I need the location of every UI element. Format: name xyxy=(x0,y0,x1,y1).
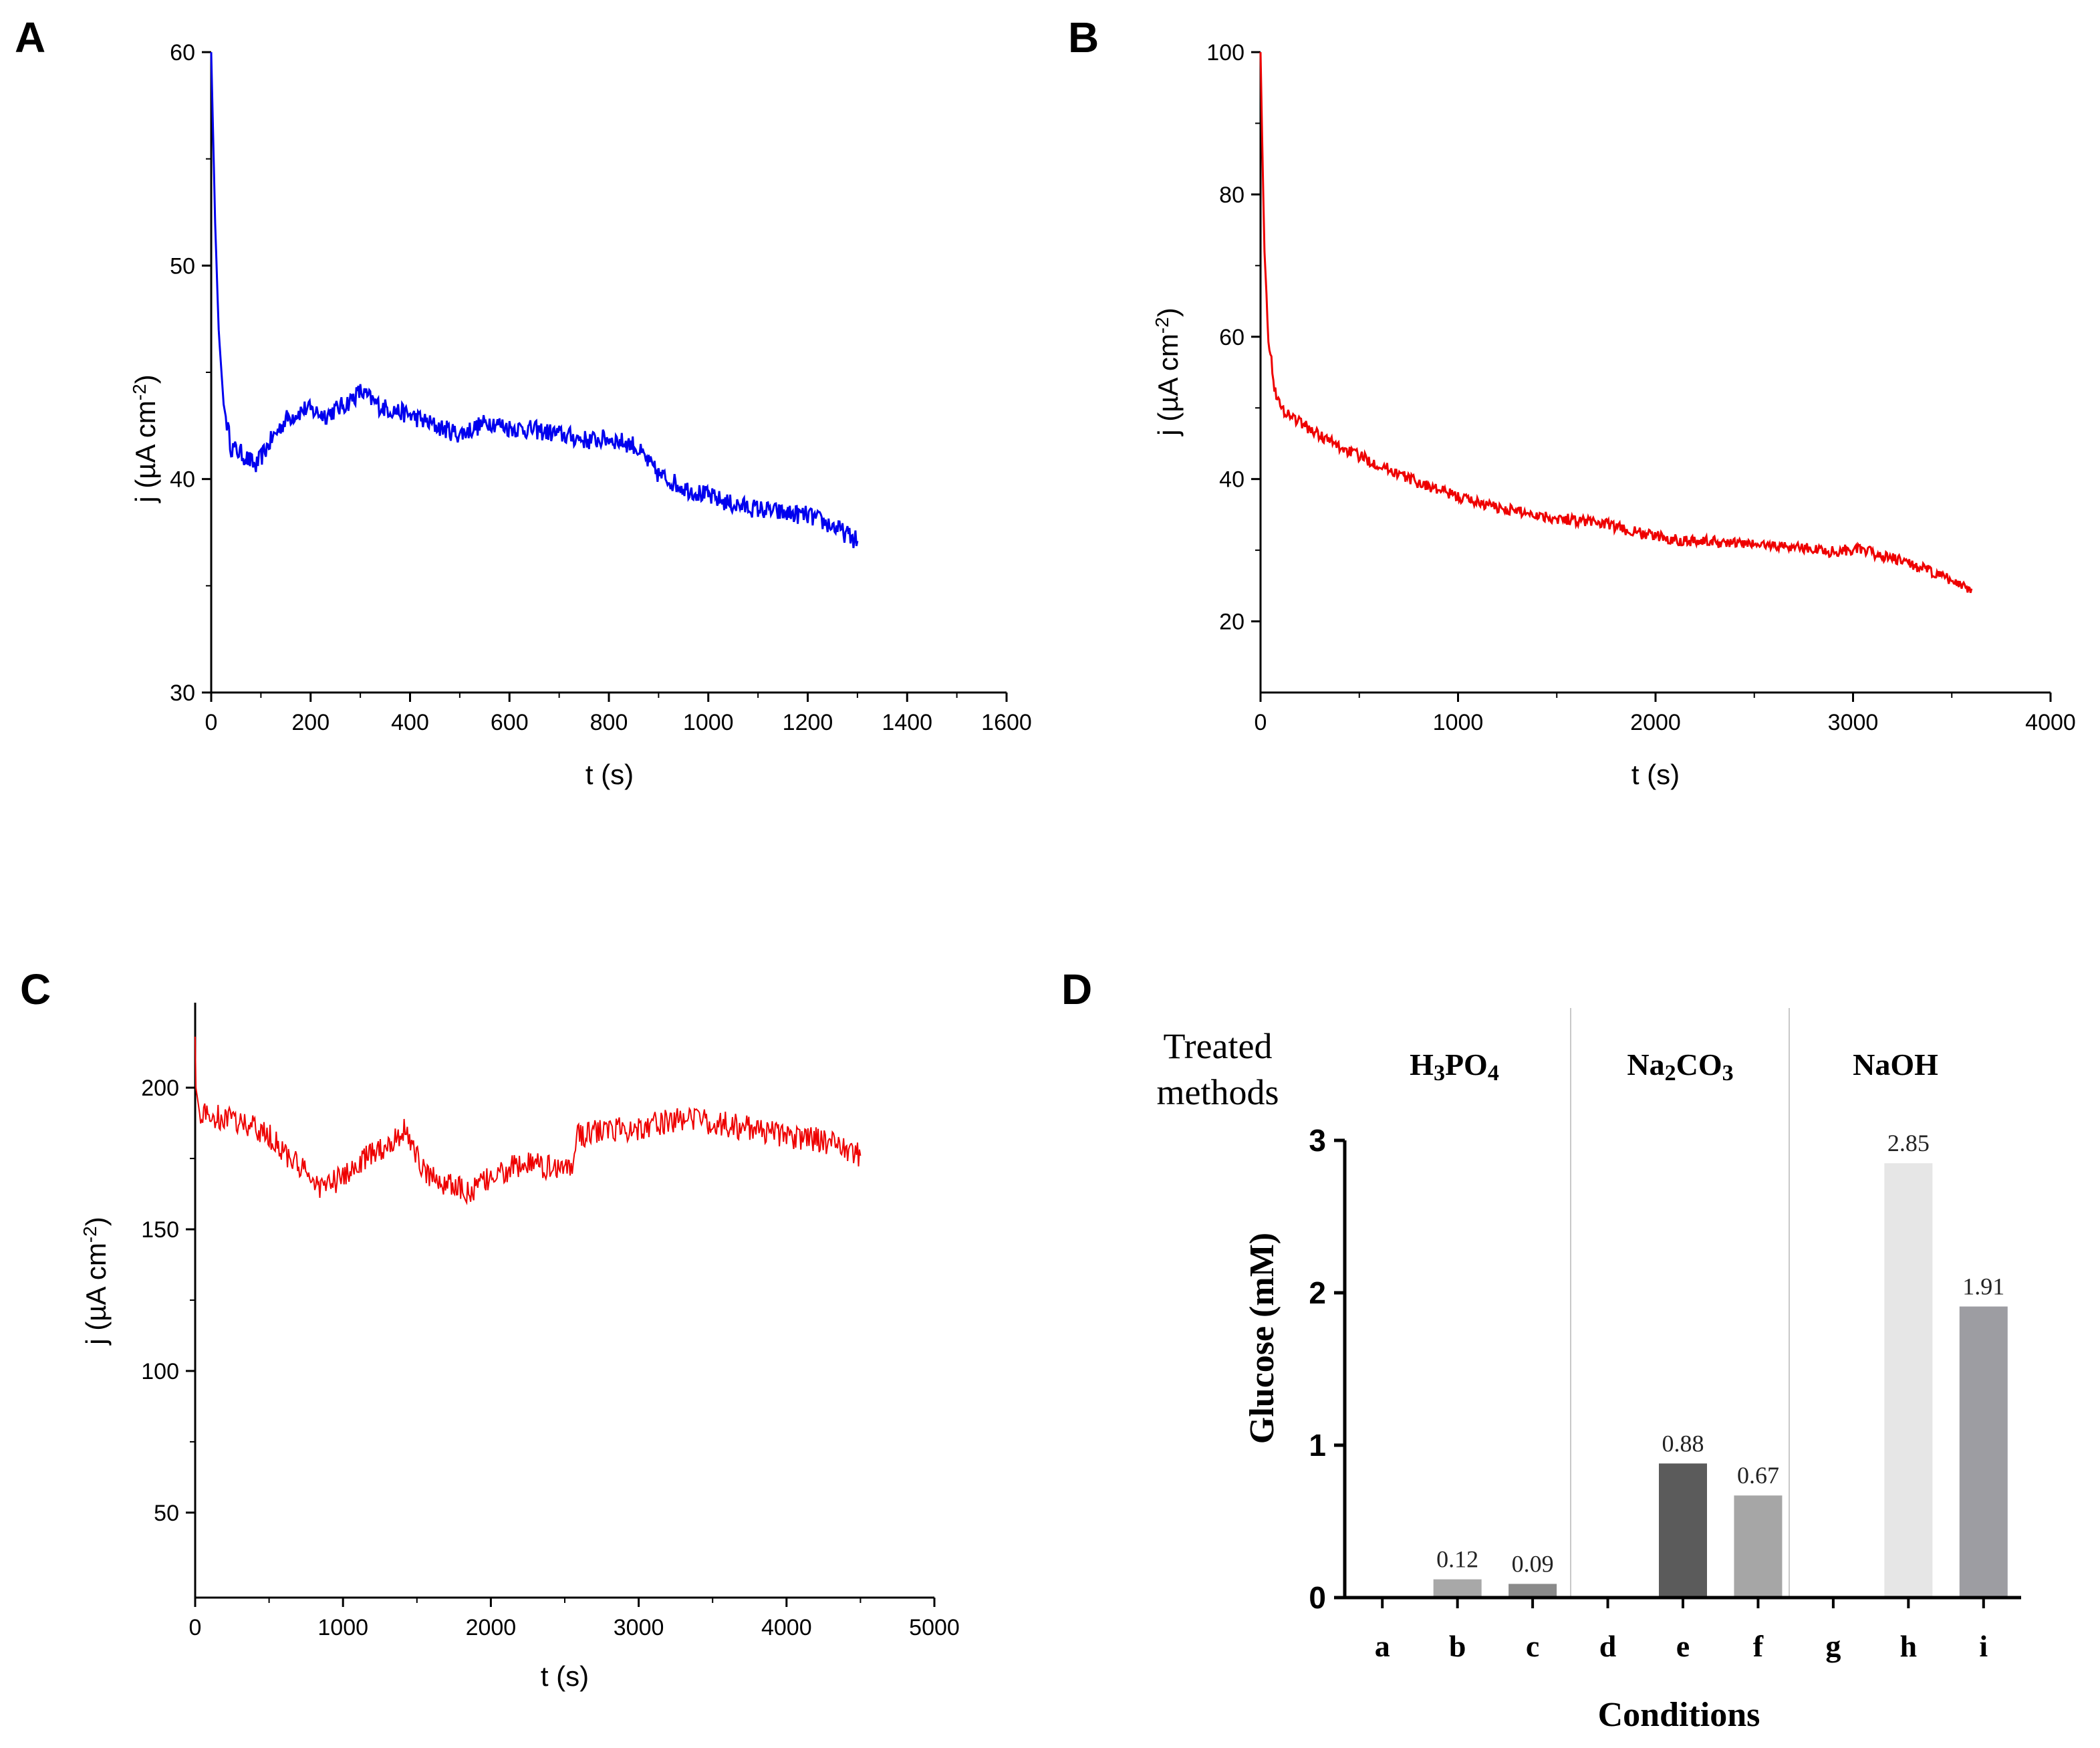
panel-a-current-trace xyxy=(210,51,859,549)
panel-d-y-axis-label: Glucose (mM) xyxy=(1243,1233,1281,1444)
panel-label-d: D xyxy=(1061,965,1092,1013)
bar-value-label-e: 0.88 xyxy=(1662,1430,1704,1457)
bar-c xyxy=(1508,1584,1557,1598)
x-tick-label: 1600 xyxy=(981,710,1032,735)
x-tick-label: 3000 xyxy=(614,1615,664,1640)
y-tick-label: 20 xyxy=(1219,610,1244,635)
y-tick-label: 100 xyxy=(1206,40,1244,66)
x-tick-label: 1000 xyxy=(317,1615,368,1640)
x-tick-label: 1400 xyxy=(882,710,932,735)
y-tick-label: 30 xyxy=(170,680,195,706)
panel-b-x-axis-label: t (s) xyxy=(1631,759,1680,790)
x-tick-label: 0 xyxy=(189,1615,202,1640)
bar-f xyxy=(1734,1495,1783,1598)
x-tick-label: 1200 xyxy=(783,710,833,735)
bar-value-label-c: 0.09 xyxy=(1512,1550,1554,1577)
y-tick-label: 60 xyxy=(1219,325,1244,350)
y-tick-label: 40 xyxy=(170,467,195,493)
category-label-g: g xyxy=(1825,1629,1841,1663)
panel-b-chart: 0 1000 2000 3000 4000 20 40 60 80 100 t (s) j (µA… xyxy=(1152,40,2076,790)
panel-a-y-axis-label: j (µA cm-2) xyxy=(129,374,161,503)
y-tick-label: 0 xyxy=(1309,1580,1326,1615)
panel-b-current-trace xyxy=(1259,51,1973,594)
panel-c-current-trace xyxy=(194,1036,862,1206)
x-tick-label: 1000 xyxy=(1433,710,1484,735)
bar-h xyxy=(1884,1163,1933,1598)
x-tick-label: 0 xyxy=(1255,710,1267,735)
panel-label-b: B xyxy=(1068,13,1099,61)
x-tick-label: 800 xyxy=(590,710,628,735)
x-tick-label: 4000 xyxy=(761,1615,812,1640)
bar-e xyxy=(1659,1463,1707,1598)
panel-c-x-axis-label: t (s) xyxy=(541,1660,589,1692)
y-tick-label: 60 xyxy=(170,40,195,66)
x-tick-label: 0 xyxy=(205,710,218,735)
panel-label-a: A xyxy=(15,13,45,61)
panel-c-chart: 0 1000 2000 3000 4000 5000 50 100 150 200 t (s) j… xyxy=(80,1003,960,1692)
panel-a-chart: 0 200 400 600 800 1000 1200 1400 1600 30 40 50 60 t … xyxy=(129,40,1032,790)
treated-methods-label-line2: methods xyxy=(1157,1072,1279,1112)
x-tick-label: 600 xyxy=(491,710,529,735)
y-tick-label: 50 xyxy=(154,1501,179,1526)
group-label-na2co3: Na2CO3 xyxy=(1627,1047,1733,1086)
x-tick-label: 200 xyxy=(291,710,330,735)
bar-value-label-h: 2.85 xyxy=(1887,1130,1930,1156)
panel-b-y-axis-label: j (µA cm-2) xyxy=(1152,307,1184,436)
panel-b-axes: 0 1000 2000 3000 4000 20 40 60 80 100 xyxy=(1206,40,2076,735)
group-label-h3po4: H3PO4 xyxy=(1410,1047,1499,1086)
bar-value-label-i: 1.91 xyxy=(1962,1273,2004,1300)
y-tick-label: 2 xyxy=(1309,1275,1326,1310)
y-tick-label: 80 xyxy=(1219,182,1244,208)
y-tick-label: 150 xyxy=(141,1217,179,1243)
category-label-i: i xyxy=(1979,1629,1988,1663)
y-tick-label: 200 xyxy=(141,1076,179,1101)
panel-d-x-axis-label: Conditions xyxy=(1598,1696,1760,1734)
y-tick-label: 50 xyxy=(170,253,195,279)
treated-methods-label-line1: Treated xyxy=(1164,1026,1273,1066)
y-tick-label: 40 xyxy=(1219,467,1244,493)
y-tick-label: 3 xyxy=(1309,1123,1326,1158)
category-label-f: f xyxy=(1753,1629,1764,1663)
panel-d-chart: Treated methods H3PO4 Na2CO3 NaOH 0.12 0.… xyxy=(1157,1008,2021,1734)
x-tick-label: 400 xyxy=(391,710,429,735)
x-tick-label: 3000 xyxy=(1828,710,1879,735)
panel-c-axes: 0 1000 2000 3000 4000 5000 50 100 150 200 xyxy=(141,1003,960,1640)
category-label-b: b xyxy=(1449,1629,1466,1663)
panel-d-axes: a b c d e f g h i 0 1 2 3 xyxy=(1309,1123,2021,1663)
bar-b xyxy=(1433,1579,1482,1598)
category-label-c: c xyxy=(1526,1629,1539,1663)
x-tick-label: 2000 xyxy=(466,1615,517,1640)
x-tick-label: 1000 xyxy=(683,710,734,735)
y-tick-label: 1 xyxy=(1309,1428,1326,1463)
bar-value-label-b: 0.12 xyxy=(1436,1546,1478,1573)
panel-d-bars: 0.12 0.09 0.88 0.67 2.85 1.91 xyxy=(1433,1130,2008,1598)
category-label-d: d xyxy=(1599,1629,1617,1663)
panel-label-c: C xyxy=(20,965,51,1013)
panel-a-axes: 0 200 400 600 800 1000 1200 1400 1600 30 40 50 60 xyxy=(170,40,1032,735)
y-tick-label: 100 xyxy=(141,1359,179,1384)
panel-a-x-axis-label: t (s) xyxy=(585,759,634,790)
x-tick-label: 4000 xyxy=(2025,710,2076,735)
bar-i xyxy=(1959,1306,2008,1598)
x-tick-label: 5000 xyxy=(909,1615,960,1640)
x-tick-label: 2000 xyxy=(1630,710,1681,735)
category-label-e: e xyxy=(1676,1629,1690,1663)
category-label-a: a xyxy=(1375,1629,1390,1663)
category-label-h: h xyxy=(1900,1629,1918,1663)
bar-value-label-f: 0.67 xyxy=(1737,1462,1779,1489)
group-label-naoh: NaOH xyxy=(1853,1047,1938,1082)
panel-c-y-axis-label: j (µA cm-2) xyxy=(80,1217,112,1346)
